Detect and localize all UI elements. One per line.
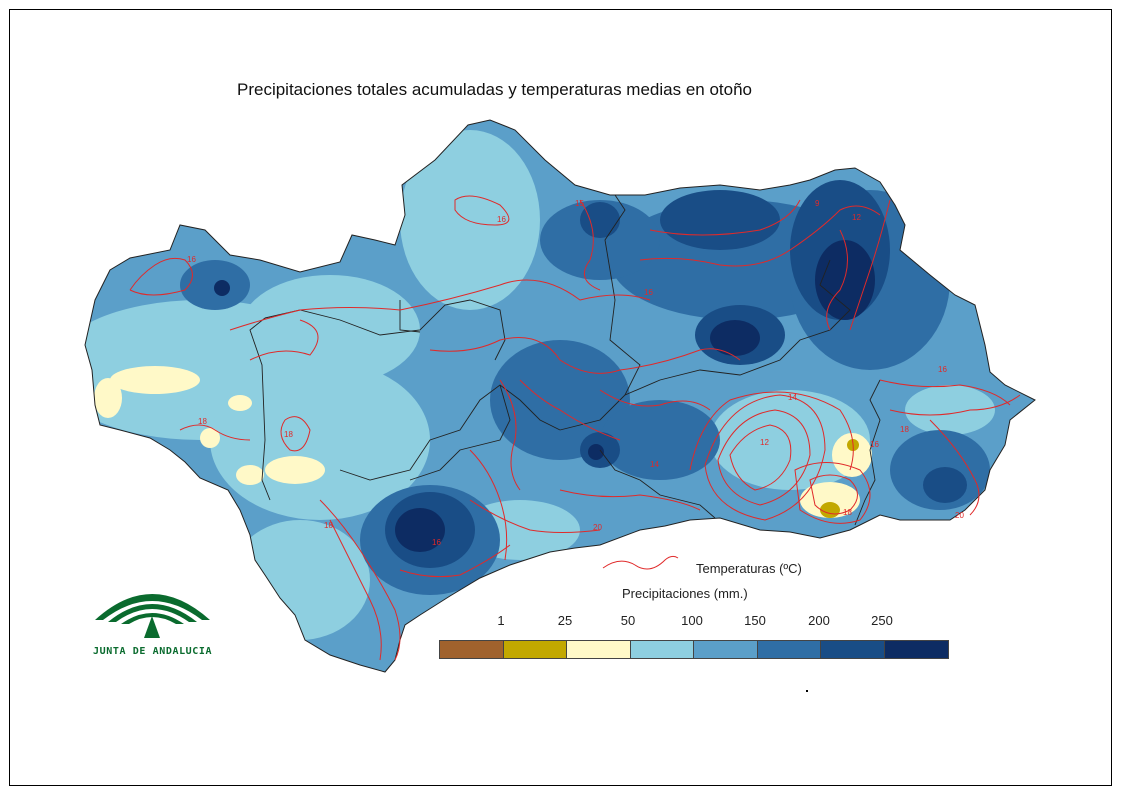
svg-text:16: 16: [187, 255, 196, 264]
legend-tick: 25: [557, 613, 573, 628]
ramp-swatch: [694, 641, 758, 658]
svg-text:16: 16: [938, 365, 947, 374]
svg-text:16: 16: [644, 288, 653, 297]
legend-tick: 200: [808, 613, 830, 628]
ramp-swatch: [440, 641, 504, 658]
svg-text:18: 18: [198, 417, 207, 426]
legend-tick: 250: [871, 613, 893, 628]
svg-text:14: 14: [788, 393, 797, 402]
precipitation-color-ramp: [439, 640, 949, 659]
svg-text:18: 18: [900, 425, 909, 434]
svg-text:18: 18: [324, 521, 333, 530]
svg-text:20: 20: [955, 511, 964, 520]
map-frame: [9, 9, 1112, 786]
svg-text:14: 14: [650, 460, 659, 469]
map-title: Precipitaciones totales acumuladas y tem…: [237, 80, 753, 99]
precipitation-legend-title: Precipitaciones (mm.): [622, 586, 748, 601]
ramp-swatch: [630, 641, 694, 658]
svg-text:16: 16: [432, 538, 441, 547]
svg-text:18: 18: [843, 508, 852, 517]
legend-tick: 1: [497, 613, 505, 628]
ramp-swatch: [757, 641, 821, 658]
ramp-swatch: [567, 641, 631, 658]
junta-andalucia-logo: [95, 594, 210, 638]
ramp-swatch: [821, 641, 885, 658]
svg-text:20: 20: [593, 523, 602, 532]
ramp-swatch: [884, 641, 948, 658]
temperature-legend-label: Temperaturas (ºC): [696, 561, 802, 576]
legend-tick: 150: [744, 613, 766, 628]
legend-tick: 50: [620, 613, 636, 628]
logo-text: JUNTA DE ANDALUCIA: [93, 646, 213, 657]
stray-dot: [806, 690, 808, 692]
svg-text:16: 16: [497, 215, 506, 224]
svg-text:16: 16: [870, 440, 879, 449]
svg-text:9: 9: [815, 199, 820, 208]
svg-text:12: 12: [852, 213, 861, 222]
svg-text:15: 15: [575, 199, 584, 208]
ramp-swatch: [503, 641, 567, 658]
svg-text:12: 12: [760, 438, 769, 447]
svg-text:18: 18: [284, 430, 293, 439]
legend-tick: 100: [681, 613, 703, 628]
